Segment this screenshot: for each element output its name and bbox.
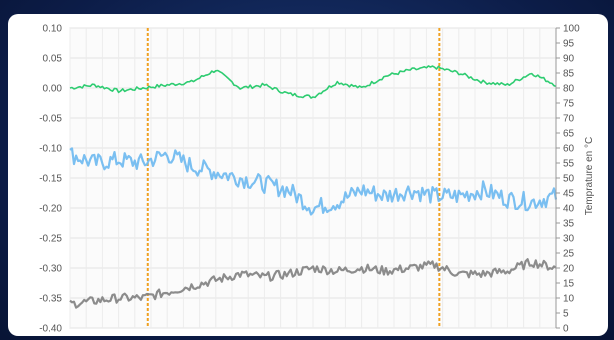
right-tick-label: 60 bbox=[563, 144, 575, 155]
right-tick-label: 80 bbox=[563, 84, 575, 95]
left-tick-label: 0.05 bbox=[43, 54, 63, 65]
left-tick-label: -0.10 bbox=[39, 144, 62, 155]
right-tick-label: 100 bbox=[563, 24, 580, 35]
series-line-1 bbox=[69, 65, 557, 99]
right-tick-label: 45 bbox=[563, 189, 575, 200]
left-tick-label: 0.00 bbox=[43, 84, 63, 95]
left-tick-label: -0.15 bbox=[39, 174, 62, 185]
left-tick-label: -0.35 bbox=[39, 294, 62, 305]
right-axis-label: Temprature en °C bbox=[584, 137, 595, 215]
right-tick-label: 30 bbox=[563, 234, 575, 245]
right-tick-label: 70 bbox=[563, 114, 575, 125]
left-tick-label: 0.10 bbox=[43, 24, 63, 35]
left-tick-label: -0.30 bbox=[39, 264, 62, 275]
right-tick-label: 25 bbox=[563, 249, 575, 260]
left-axis: 0.10 0.05 0.00 -0.05 -0.10 -0.15 -0.20 -0.25 -0.… bbox=[39, 24, 62, 335]
series-line-3 bbox=[69, 258, 557, 309]
line-chart: 0.10 0.05 0.00 -0.05 -0.10 -0.15 -0.20 -0.25 -0.… bbox=[39, 24, 595, 335]
right-tick-label: 35 bbox=[563, 219, 575, 230]
left-tick-label: -0.25 bbox=[39, 234, 62, 245]
right-tick-label: 15 bbox=[563, 279, 575, 290]
right-tick-label: 95 bbox=[563, 39, 575, 50]
right-tick-label: 10 bbox=[563, 294, 575, 305]
right-tick-label: 20 bbox=[563, 264, 575, 275]
series-line-2 bbox=[69, 147, 558, 216]
right-tick-label: 75 bbox=[563, 99, 575, 110]
right-tick-label: 65 bbox=[563, 129, 575, 140]
right-tick-label: 5 bbox=[563, 309, 569, 320]
vertical-markers bbox=[146, 28, 441, 328]
chart-card: 0.10 0.05 0.00 -0.05 -0.10 -0.15 -0.20 -0.25 -0.… bbox=[8, 14, 608, 336]
left-tick-label: -0.05 bbox=[39, 114, 62, 125]
right-tick-label: 50 bbox=[563, 174, 575, 185]
right-tick-label: 55 bbox=[563, 159, 575, 170]
right-tick-label: 0 bbox=[563, 324, 569, 335]
right-tick-label: 90 bbox=[563, 54, 575, 65]
grid bbox=[69, 27, 557, 329]
right-tick-label: 40 bbox=[563, 204, 575, 215]
left-tick-label: -0.20 bbox=[39, 204, 62, 215]
series-layer bbox=[69, 65, 558, 309]
right-tick-label: 85 bbox=[563, 69, 575, 80]
left-tick-label: -0.40 bbox=[39, 324, 62, 335]
right-axis: 1009590858075706560555045403530252015105… bbox=[555, 24, 580, 335]
